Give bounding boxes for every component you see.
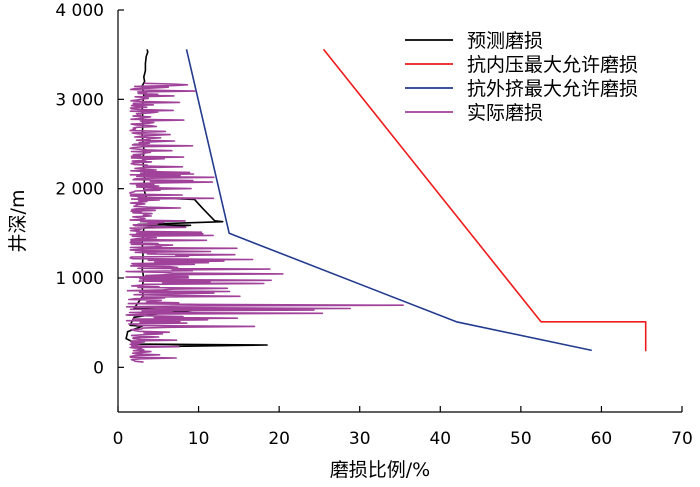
legend-label: 预测磨损 xyxy=(467,30,543,52)
axes: 0 10 20 30 40 50 60 70 0 1 000 2 000 3 000 4 000 xyxy=(55,1,692,449)
x-tick-label: 20 xyxy=(268,429,290,449)
y-axis-title: 井深/m xyxy=(7,190,29,253)
plot-area xyxy=(125,48,647,363)
legend-label: 实际磨损 xyxy=(467,102,543,124)
y-tick-label: 3 000 xyxy=(55,90,104,110)
x-tick-label: 10 xyxy=(188,429,210,449)
y-tick-label: 2 000 xyxy=(55,180,104,200)
legend-label: 抗外挤最大允许磨损 xyxy=(467,78,638,100)
x-tick-label: 30 xyxy=(349,429,371,449)
series-line-3 xyxy=(185,49,592,352)
x-tick-label: 0 xyxy=(113,429,124,449)
x-tick-label: 60 xyxy=(591,429,613,449)
y-tick-label: 1 000 xyxy=(55,269,104,289)
series-line-1 xyxy=(125,49,268,354)
series-line-4 xyxy=(125,82,404,363)
legend-label: 抗内压最大允许磨损 xyxy=(467,54,638,76)
x-tick-label: 70 xyxy=(671,429,693,449)
x-axis-title: 磨损比例/% xyxy=(330,459,430,481)
x-tick-label: 50 xyxy=(510,429,532,449)
series-line-2 xyxy=(322,48,647,352)
y-tick-label: 4 000 xyxy=(55,1,104,21)
x-tick-label: 40 xyxy=(429,429,451,449)
y-tick-label: 0 xyxy=(93,358,104,378)
